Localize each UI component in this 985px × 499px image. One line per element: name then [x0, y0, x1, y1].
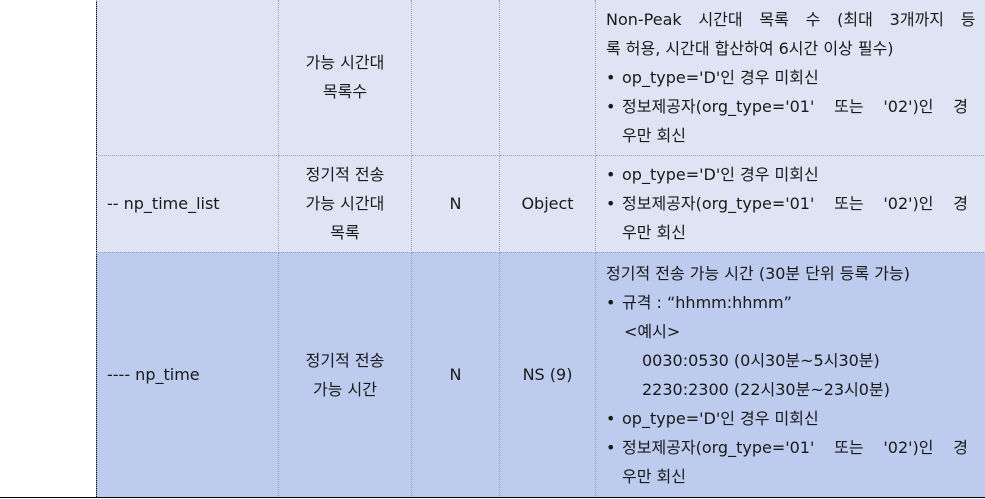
field-type-cell: NS (9) [499, 251, 596, 498]
note-bullet-text: 정보제공자(org_type='01' 또는 '02')인 경 [622, 96, 968, 116]
note-bullet-text: op_type='D'인 경우 미회신 [622, 67, 819, 87]
field-note-cell: op_type='D'인 경우 미회신 정보제공자(org_type='01' … [595, 154, 985, 253]
field-name-cell: -- np_time_list [96, 154, 279, 253]
field-desc-line: 가능 시간 [313, 379, 377, 399]
field-desc-cell: 정기적 전송 가능 시간 [278, 251, 412, 498]
field-name-cell: ---- np_time [96, 251, 279, 498]
table-row: ---- np_time 정기적 전송 가능 시간 N NS (9) 정기적 전… [96, 251, 985, 498]
field-desc-line: 정기적 전송 [305, 165, 385, 184]
field-desc-line: 목록 [330, 223, 360, 242]
note-bullet: op_type='D'인 경우 미회신 [606, 63, 976, 92]
note-bullet-text: 우만 회신 [622, 466, 686, 486]
note-bullet-text: 우만 회신 [622, 125, 686, 145]
note-bullet-text: 정보제공자(org_type='01' 또는 '02')인 경 [622, 194, 968, 213]
field-type-cell: Object [499, 154, 596, 253]
field-desc-line: 가능 시간대 [305, 194, 385, 213]
note-bullet: op_type='D'인 경우 미회신 [606, 404, 976, 433]
note-bullet-text: op_type='D'인 경우 미회신 [622, 408, 819, 428]
field-note-cell: 정기적 전송 가능 시간 (30분 단위 등록 가능) 규격 : “hhmm:h… [595, 251, 985, 498]
field-required-cell [411, 0, 500, 156]
note-bullet: 규격 : “hhmm:hhmm” [606, 288, 976, 317]
example-label: <예시> [624, 321, 681, 341]
field-desc-line: 목록수 [322, 82, 368, 102]
note-intro-line: 정기적 전송 가능 시간 (30분 단위 등록 가능) [606, 263, 910, 283]
example-value: 0030:0530 (0시30분~5시30분) [642, 350, 880, 370]
field-desc-line: 정기적 전송 [305, 350, 385, 370]
example-value: 2230:2300 (22시30분~23시0분) [642, 379, 890, 399]
note-bullet-text: 정보제공자(org_type='01' 또는 '02')인 경 [622, 437, 968, 457]
field-desc-cell: 정기적 전송 가능 시간대 목록 [278, 154, 412, 253]
note-bullet: 정보제공자(org_type='01' 또는 '02')인 경우만 회신 [606, 189, 976, 247]
bottom-rule [0, 497, 985, 498]
table-row: -- np_time_list 정기적 전송 가능 시간대 목록 N Objec… [96, 154, 985, 253]
table-row: 가능 시간대 목록수 Non-Peak 시간대 목록 수 (최대 3개까지 등 … [96, 0, 985, 156]
note-intro-line: Non-Peak 시간대 목록 수 (최대 3개까지 등 [606, 9, 976, 29]
note-bullet-text: op_type='D'인 경우 미회신 [622, 165, 819, 184]
field-spec-table: 가능 시간대 목록수 Non-Peak 시간대 목록 수 (최대 3개까지 등 … [96, 0, 985, 498]
note-bullet-text: 우만 회신 [622, 223, 686, 242]
field-type-cell [499, 0, 596, 156]
spec-format-label: 규격 : “hhmm:hhmm” [622, 292, 792, 312]
note-bullet: 정보제공자(org_type='01' 또는 '02')인 경우만 회신 [606, 433, 976, 491]
field-required-cell: N [411, 154, 500, 253]
field-desc-line: 가능 시간대 [305, 53, 385, 73]
field-required-cell: N [411, 251, 500, 498]
field-desc-cell: 가능 시간대 목록수 [278, 0, 412, 156]
note-intro-line: 록 허용, 시간대 합산하여 6시간 이상 필수) [606, 38, 894, 58]
field-name-cell [96, 0, 279, 156]
field-note-cell: Non-Peak 시간대 목록 수 (최대 3개까지 등 록 허용, 시간대 합… [595, 0, 985, 156]
left-margin-column [0, 0, 97, 497]
note-bullet: op_type='D'인 경우 미회신 [606, 160, 976, 189]
note-bullet: 정보제공자(org_type='01' 또는 '02')인 경우만 회신 [606, 92, 976, 150]
